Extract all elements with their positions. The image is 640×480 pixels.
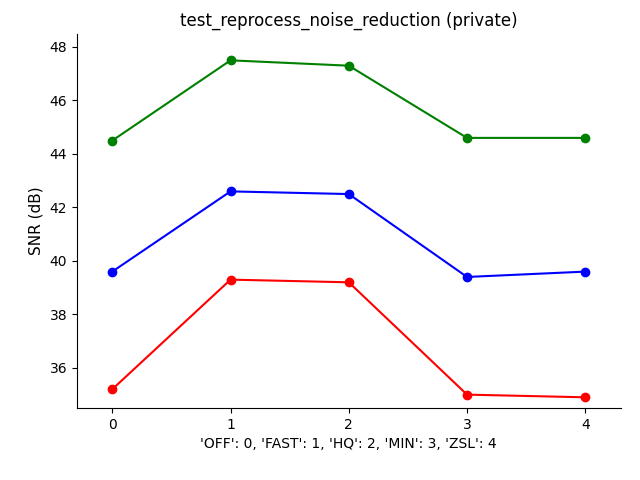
Y-axis label: SNR (dB): SNR (dB) xyxy=(29,187,44,255)
X-axis label: 'OFF': 0, 'FAST': 1, 'HQ': 2, 'MIN': 3, 'ZSL': 4: 'OFF': 0, 'FAST': 1, 'HQ': 2, 'MIN': 3, … xyxy=(200,437,497,451)
Title: test_reprocess_noise_reduction (private): test_reprocess_noise_reduction (private) xyxy=(180,11,518,30)
